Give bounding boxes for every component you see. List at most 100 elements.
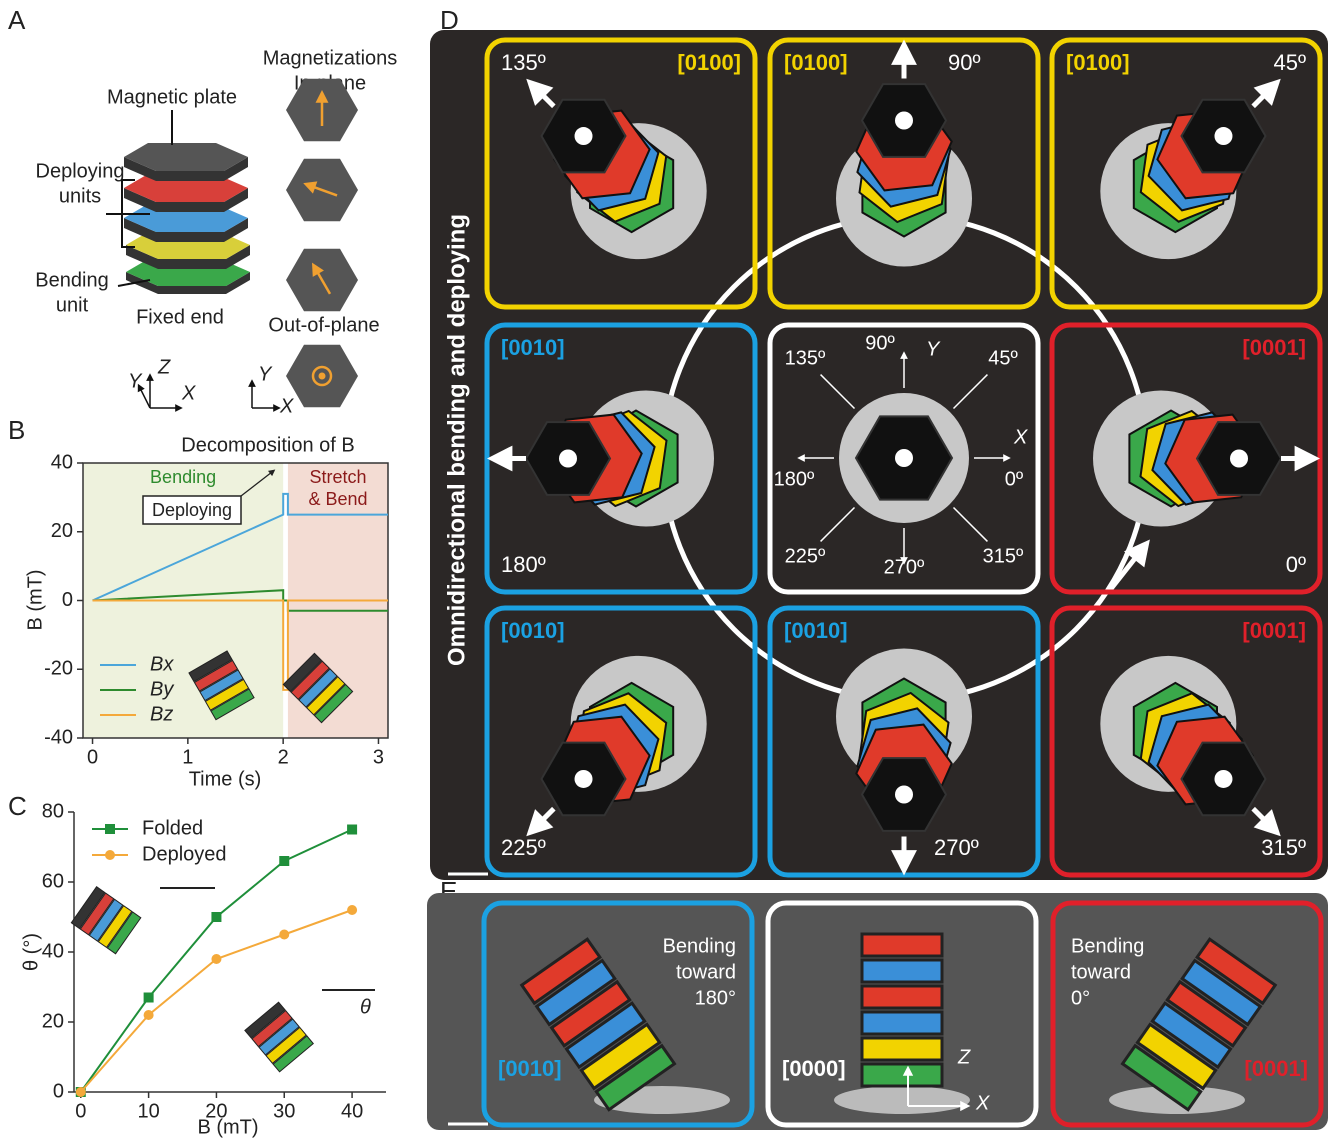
mini-layer [188,650,233,683]
arrow-head [1124,539,1150,568]
y-tick-label: 20 [51,520,73,542]
angle-label: 135º [501,50,546,75]
code-label: [0001] [1242,618,1306,643]
axis-letter: Z [157,356,171,378]
mini-layer [282,652,323,693]
origami-layer [860,958,944,984]
mini-layer [298,668,338,708]
legend-label: Folded [142,817,203,839]
label: Bending [35,269,108,291]
series-line [92,589,388,612]
origami-layer [1135,1022,1218,1091]
mini-robot [188,650,255,721]
x-axis-label: B (mT) [197,1116,258,1138]
y-tick-label: 60 [42,870,64,892]
axis-letter: X [1013,426,1028,448]
y-tick-label: 0 [62,589,73,611]
spoke [952,506,988,542]
mini-layer [106,911,142,955]
marker [211,912,222,922]
x-tick-label: 30 [273,1100,295,1122]
description: 0° [1071,987,1090,1009]
angle-label: 225º [501,835,546,860]
origami-layer [860,1010,944,1036]
cell-frame [767,322,1041,595]
arrow-head [900,557,908,565]
x-tick-label: 1 [182,746,193,768]
mini-layer [313,683,354,724]
origami-layer [860,932,944,958]
arrow-head [960,1100,971,1112]
y-tick-label: 0 [53,1080,64,1102]
mini-robot [282,652,354,724]
plate-hole [895,111,913,130]
axis-letter: X [279,395,294,417]
mini-layer [204,678,250,711]
code-label: [0010] [501,335,565,360]
angle-label: 315º [1261,835,1306,860]
marker [347,824,358,835]
spoke [952,374,988,410]
code-label: [0010] [498,1056,562,1081]
legend-label: By [150,678,174,700]
mini-layer [199,669,244,702]
origami-layer [1165,979,1248,1048]
arrow-head [268,469,276,477]
label: unit [56,294,89,316]
marker [347,905,358,915]
arrow-head [902,1065,914,1076]
origami-layer [579,1022,662,1091]
description: 180° [695,987,736,1009]
x-tick-label: 10 [137,1100,159,1122]
x-tick-label: 20 [205,1100,227,1122]
axis-letter: X [181,382,196,404]
mini-layer [210,688,255,721]
leader [117,279,151,287]
mini-layer [251,1009,293,1048]
spoke [820,506,856,542]
plate-hole [574,769,593,788]
y-tick-label: 20 [42,1010,64,1032]
description: toward [676,961,736,983]
series-line [92,492,388,602]
base-shadow [834,1086,970,1114]
plate-hole [1230,449,1248,468]
annotation: θ [360,996,371,1018]
angle-label: 135º [785,347,826,369]
mini-layer [305,675,346,716]
cell-frame [765,900,1039,1128]
angle-label: 45º [1273,50,1306,75]
arrow-head [312,262,324,277]
mini-robot [70,886,142,955]
panel-label: A [8,5,26,35]
code-label: [0100] [677,50,741,75]
label: Out-of-plane [268,314,379,336]
mini-layer [265,1026,307,1065]
origami-layer [549,979,632,1048]
cell-frame [1050,900,1324,1128]
angle-label: 0º [1005,468,1024,490]
cell-frame [1049,605,1323,878]
mini-layer [193,659,239,692]
annotation-box [142,495,242,525]
out-of-plane-mark [311,365,333,387]
label: Magnetic plate [107,86,237,108]
region-label: Bending [150,467,216,487]
arrow-head [315,90,329,103]
axis-letter: Y [926,338,941,360]
arrow-head [900,351,908,359]
origami-layer [564,1001,647,1070]
code-label: [0001] [1242,335,1306,360]
legend-label: Deployed [142,843,227,865]
angle-label: 90º [948,50,981,75]
x-axis-label: Time (s) [189,768,262,790]
arrow-head [303,181,318,194]
plate-hole [1214,127,1233,146]
annotation: Deploying [152,500,232,520]
arrow-head [797,454,805,462]
prism-side [124,157,248,181]
legend-label: Bz [150,703,173,725]
mini-layer [290,660,330,700]
vertical-title: Omnidirectional bending and deploying [443,214,470,666]
arrow-head [1003,454,1011,462]
